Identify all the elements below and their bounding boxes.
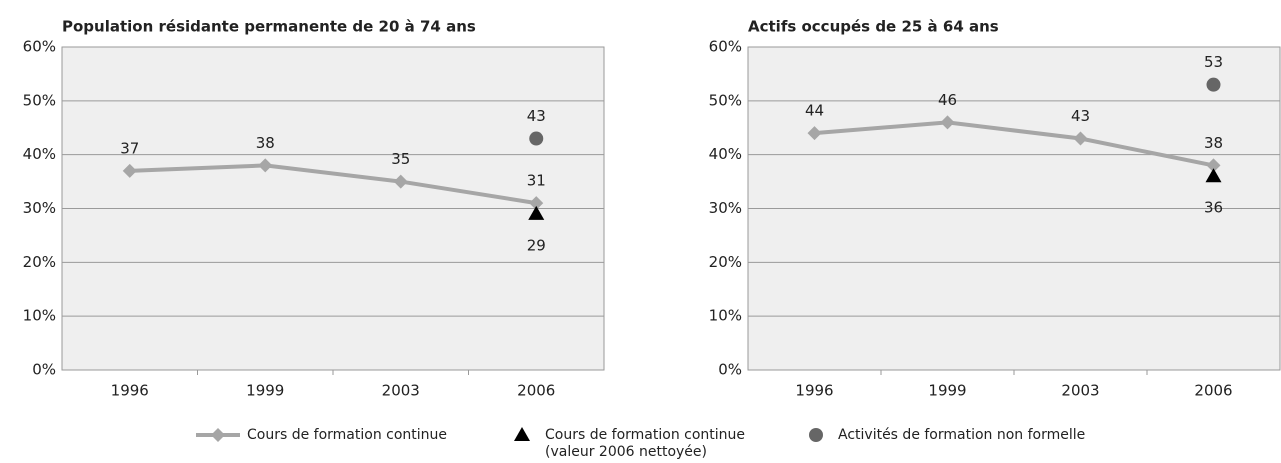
legend-marker: [211, 428, 225, 442]
y-tick-label: 40%: [23, 145, 56, 163]
y-tick-label: 20%: [23, 253, 56, 271]
data-label: 38: [256, 134, 275, 152]
y-tick-label: 50%: [709, 91, 742, 109]
point-marker: [529, 131, 544, 146]
data-label: 53: [1204, 53, 1223, 71]
data-label: 35: [391, 150, 410, 168]
point-marker: [528, 205, 545, 220]
y-tick-label: 40%: [709, 145, 742, 163]
y-tick-label: 30%: [23, 199, 56, 217]
y-tick-label: 30%: [709, 199, 742, 217]
chart-title: Actifs occupés de 25 à 64 ans: [748, 18, 999, 36]
point-marker: [1206, 158, 1221, 173]
data-label: 29: [527, 236, 546, 254]
data-label: 46: [938, 91, 957, 109]
legend-label: Cours de formation continue (valeur 2006…: [545, 427, 746, 460]
x-tick-label: 1996: [795, 382, 833, 400]
chart-title: Population résidante permanente de 20 à …: [62, 18, 476, 36]
series-line: [814, 120, 1214, 168]
y-tick-label: 0%: [718, 361, 742, 379]
x-tick-label: 1999: [246, 382, 284, 400]
point-marker: [122, 163, 137, 178]
x-tick-label: 2006: [517, 382, 555, 400]
x-tick-label: 1996: [111, 382, 149, 400]
data-label: 38: [1204, 134, 1223, 152]
point-marker: [807, 126, 822, 141]
data-label: 43: [527, 107, 546, 125]
x-tick-label: 2006: [1194, 382, 1232, 400]
legend-label: Cours de formation continue: [247, 427, 448, 443]
y-tick-label: 0%: [32, 361, 56, 379]
data-label: 43: [1071, 107, 1090, 125]
point-marker: [393, 174, 408, 189]
y-tick-label: 50%: [23, 91, 56, 109]
series-line: [129, 163, 537, 206]
legend-label: Activités de formation non formelle: [838, 427, 1086, 443]
point-marker: [1073, 131, 1088, 146]
point-marker: [940, 115, 955, 130]
y-tick-label: 10%: [23, 307, 56, 325]
data-label: 36: [1204, 199, 1223, 217]
point-marker: [1205, 168, 1222, 183]
legend-marker: [809, 428, 823, 442]
point-marker: [258, 158, 273, 173]
point-marker: [529, 196, 544, 211]
y-tick-label: 60%: [709, 38, 742, 56]
data-label: 37: [120, 139, 139, 157]
x-tick-label: 2003: [382, 382, 420, 400]
legend-marker: [514, 427, 530, 441]
y-tick-label: 20%: [709, 253, 742, 271]
point-marker: [1206, 77, 1221, 92]
y-tick-label: 60%: [23, 38, 56, 56]
x-tick-label: 2003: [1061, 382, 1099, 400]
y-tick-label: 10%: [709, 307, 742, 325]
x-tick-label: 1999: [928, 382, 966, 400]
data-label: 44: [805, 102, 824, 120]
data-label: 31: [527, 172, 546, 190]
